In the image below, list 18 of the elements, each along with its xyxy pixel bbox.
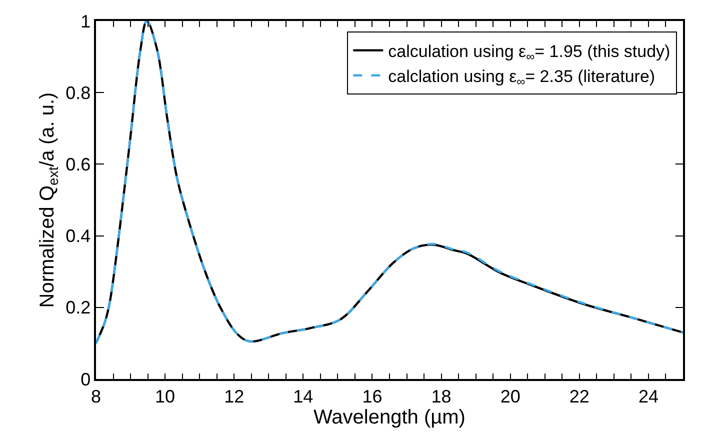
legend-label: calculation using ε$_{∞}$= 1.95 (this study) <box>388 42 670 64</box>
y-tick-label: 0.4 <box>66 226 91 246</box>
x-tick-label: 24 <box>638 386 658 406</box>
x-tick-label: 16 <box>362 386 382 406</box>
y-tick-label: 0.2 <box>66 298 91 318</box>
y-tick-label: 0.6 <box>66 154 91 174</box>
x-tick-label: 10 <box>155 386 176 406</box>
x-tick-label: 20 <box>500 386 520 406</box>
x-tick-label: 22 <box>569 386 590 406</box>
legend-label: calclation using ε$_{∞}$= 2.35 (literature) <box>388 67 656 89</box>
x-tick-label: 8 <box>90 386 102 406</box>
y-tick-label: 1 <box>80 11 91 32</box>
x-axis-title: Wavelength (µm) <box>314 406 466 428</box>
y-tick-label: 0.8 <box>66 82 91 103</box>
x-tick-label: 12 <box>224 386 244 406</box>
x-tick-label: 18 <box>431 386 452 406</box>
x-tick-label: 14 <box>293 386 314 406</box>
y-tick-label: 0 <box>80 369 91 390</box>
